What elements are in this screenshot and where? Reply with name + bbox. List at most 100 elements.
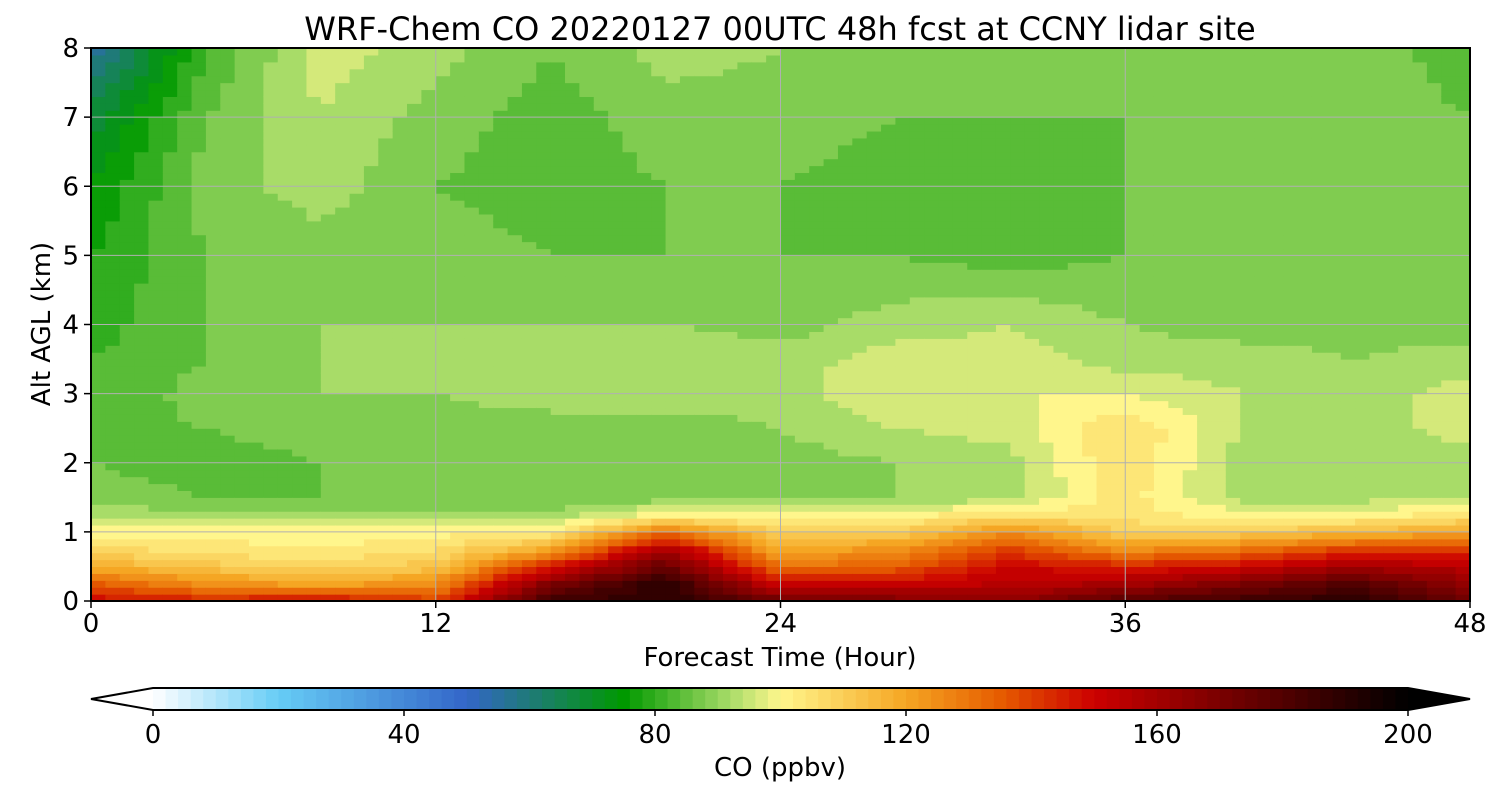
field-cell xyxy=(823,276,839,284)
field-cell xyxy=(478,552,494,561)
field-cell xyxy=(794,545,810,554)
field-cell xyxy=(450,82,466,91)
field-cell xyxy=(378,296,394,305)
field-cell xyxy=(177,103,193,111)
field-cell xyxy=(952,566,968,574)
field-cell xyxy=(148,455,164,464)
field-cell xyxy=(335,386,351,395)
field-cell xyxy=(751,172,767,180)
field-cell xyxy=(363,345,379,353)
field-cell xyxy=(234,310,250,319)
field-cell xyxy=(723,172,738,180)
field-cell xyxy=(177,206,193,215)
field-cell xyxy=(378,490,394,498)
field-cell xyxy=(306,262,322,270)
field-cell xyxy=(895,511,911,519)
field-cell xyxy=(205,269,221,277)
field-cell xyxy=(91,75,106,84)
field-cell xyxy=(263,462,279,471)
field-cell xyxy=(823,448,839,457)
field-cell xyxy=(134,220,150,229)
field-cell xyxy=(579,587,595,595)
field-cell xyxy=(105,61,121,70)
field-cell xyxy=(694,276,710,284)
field-cell xyxy=(636,400,652,409)
field-cell xyxy=(478,538,494,547)
field-cell xyxy=(277,262,293,270)
field-cell xyxy=(363,587,379,595)
field-cell xyxy=(234,165,250,174)
field-cell xyxy=(608,559,624,568)
field-cell xyxy=(981,594,997,602)
field-cell xyxy=(751,345,767,353)
field-cell xyxy=(521,103,537,111)
field-cell xyxy=(565,379,580,388)
field-cell xyxy=(579,137,595,146)
field-cell xyxy=(378,103,394,111)
field-cell xyxy=(967,310,983,319)
field-cell xyxy=(579,324,595,333)
field-cell xyxy=(536,587,552,595)
field-cell xyxy=(780,435,796,443)
field-cell xyxy=(723,276,738,284)
field-cell xyxy=(780,227,796,236)
field-cell xyxy=(837,421,853,429)
field-cell xyxy=(363,213,379,222)
field-cell xyxy=(105,379,121,388)
field-cell xyxy=(478,511,494,519)
field-cell xyxy=(723,531,738,540)
field-cell xyxy=(119,497,135,505)
field-cell xyxy=(234,96,250,104)
field-cell xyxy=(565,137,580,146)
field-cell xyxy=(608,594,624,602)
field-cell xyxy=(119,559,135,568)
field-cell xyxy=(565,248,580,256)
field-cell xyxy=(536,324,552,333)
field-cell xyxy=(263,220,279,229)
field-cell xyxy=(895,213,911,222)
field-cell xyxy=(536,531,552,540)
field-cell xyxy=(967,518,983,526)
field-cell xyxy=(205,303,221,312)
field-cell xyxy=(478,241,494,250)
field-cell xyxy=(205,573,221,581)
field-cell xyxy=(593,103,609,111)
field-cell xyxy=(981,518,997,526)
field-cell xyxy=(837,289,853,298)
field-cell xyxy=(119,303,135,312)
field-cell xyxy=(450,165,466,174)
field-cell xyxy=(909,511,925,519)
field-cell xyxy=(148,518,164,526)
field-cell xyxy=(450,68,466,77)
field-cell xyxy=(464,289,480,298)
field-cell xyxy=(521,54,537,63)
field-cell xyxy=(306,573,322,581)
field-cell xyxy=(421,186,437,194)
field-cell xyxy=(665,421,681,429)
field-cell xyxy=(579,372,595,381)
field-cell xyxy=(952,428,968,436)
field-cell xyxy=(478,317,494,326)
field-cell xyxy=(679,490,695,498)
field-cell xyxy=(766,448,782,457)
field-cell xyxy=(263,531,279,540)
field-cell xyxy=(737,531,753,540)
field-cell xyxy=(119,442,135,450)
field-cell xyxy=(306,518,322,526)
field-cell xyxy=(565,407,580,415)
field-cell xyxy=(579,151,595,160)
field-cell xyxy=(636,372,652,381)
field-cell xyxy=(105,68,121,77)
field-cell xyxy=(938,386,954,395)
field-cell xyxy=(378,476,394,485)
field-cell xyxy=(464,511,480,519)
field-cell xyxy=(91,497,106,505)
field-cell xyxy=(263,559,279,568)
field-cell xyxy=(493,442,509,450)
field-cell xyxy=(507,255,523,263)
field-cell xyxy=(277,172,293,180)
field-cell xyxy=(335,213,351,222)
field-cell xyxy=(608,587,624,595)
field-cell xyxy=(651,338,667,346)
field-cell xyxy=(852,448,868,457)
